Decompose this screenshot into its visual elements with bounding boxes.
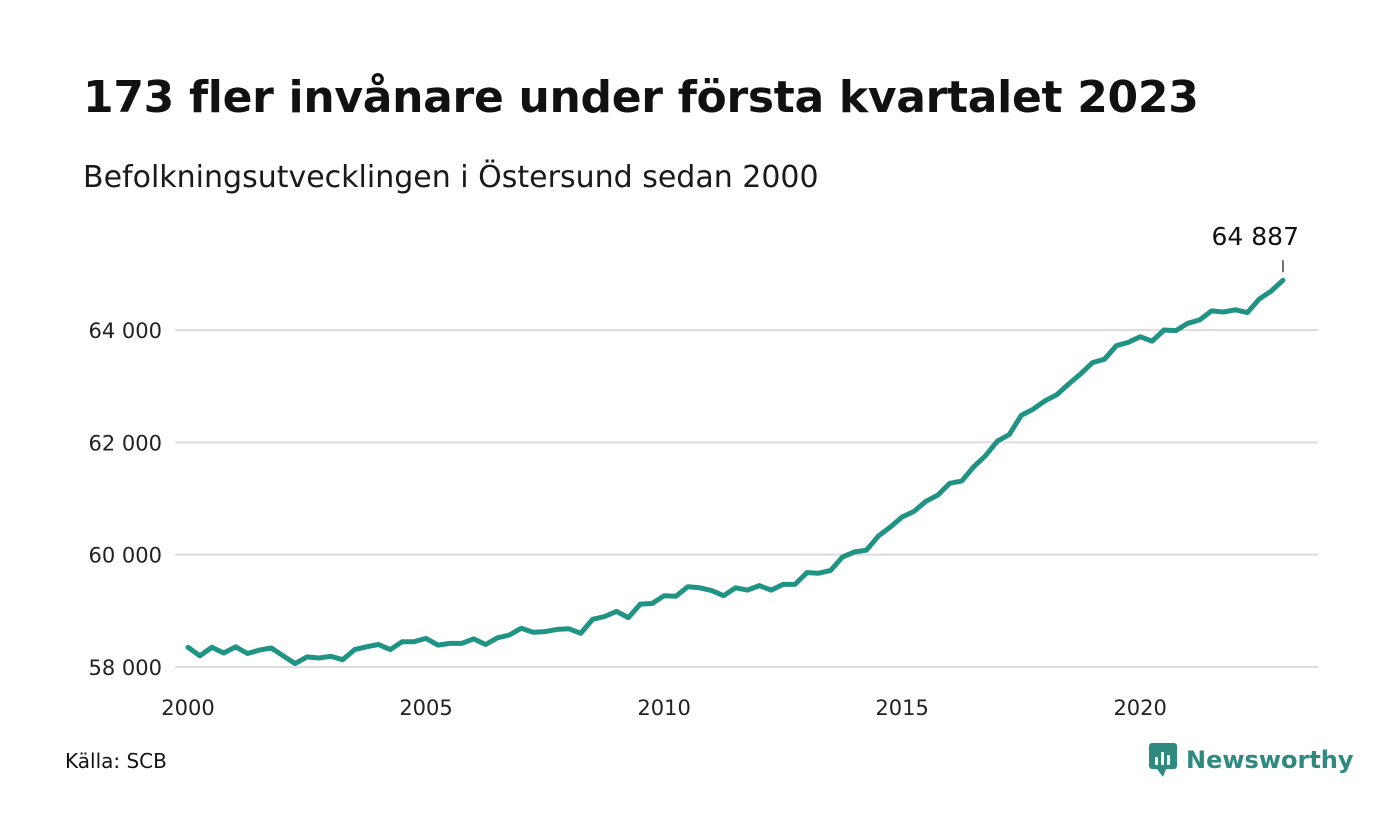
x-tick-label: 2015	[875, 696, 928, 720]
series-layer	[185, 277, 1286, 667]
x-tick-label: 2020	[1113, 696, 1166, 720]
chart-subtitle: Befolkningsutvecklingen i Östersund seda…	[83, 160, 819, 195]
end-value-label: 64 887	[1212, 222, 1299, 251]
end-annotation: 64 887	[1212, 222, 1299, 273]
y-tick-label: 62 000	[89, 431, 162, 455]
y-axis: 58 000 60 000 62 000 64 000	[89, 319, 162, 680]
x-tick-label: 2010	[637, 696, 690, 720]
brand-logo: Newsworthy	[1148, 742, 1354, 778]
y-tick-label: 60 000	[89, 544, 162, 568]
x-axis: 2000 2005 2010 2015 2020	[161, 696, 1167, 720]
gridlines	[175, 329, 1318, 668]
y-tick-label: 58 000	[89, 656, 162, 680]
x-tick-label: 2000	[161, 696, 214, 720]
x-tick-label: 2005	[399, 696, 452, 720]
source-note: Källa: SCB	[65, 749, 167, 773]
brand-name: Newsworthy	[1186, 746, 1354, 774]
chart-title: 173 fler invånare under första kvartalet…	[83, 72, 1199, 123]
y-tick-label: 64 000	[89, 319, 162, 343]
series-line-0	[185, 277, 1286, 667]
newsworthy-logo-icon	[1149, 743, 1177, 777]
